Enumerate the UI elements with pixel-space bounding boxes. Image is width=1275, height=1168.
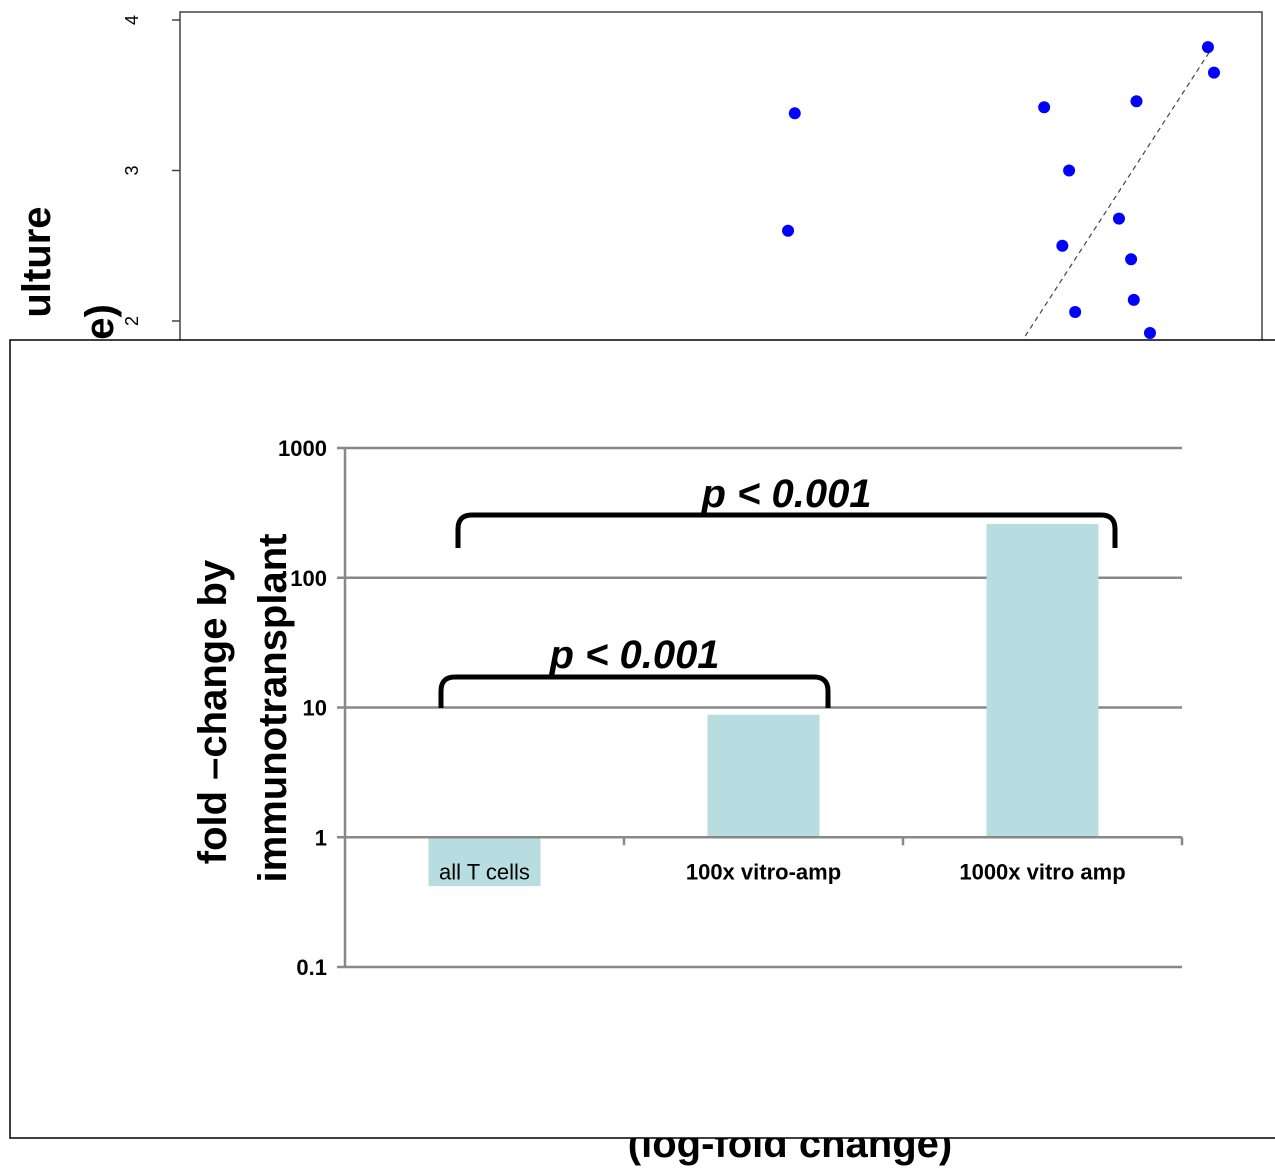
bar-category-label: 1000x vitro amp <box>959 859 1125 884</box>
bar-y-tick-label: 100 <box>290 566 327 591</box>
back-ylabel-line2: e) <box>78 304 122 340</box>
scatter-y-tick-label: 2 <box>122 316 142 326</box>
scatter-point <box>1113 213 1125 225</box>
bar-panel: 0.1 1 10 100 1000 all T cells 100x vitro-amp 1… <box>10 340 1275 1138</box>
scatter-point <box>1128 294 1140 306</box>
back-ylabel-line1: ulture <box>15 206 59 317</box>
scatter-point <box>1144 327 1156 339</box>
scatter-point <box>1069 306 1081 318</box>
scatter-y-axis: 2 3 4 <box>122 15 180 326</box>
p-value-label: p < 0.001 <box>700 472 871 516</box>
bar <box>987 524 1099 837</box>
bar-y-tick-label: 0.1 <box>296 955 327 980</box>
scatter-point <box>1063 165 1075 177</box>
p-value-label: p < 0.001 <box>548 633 719 677</box>
bar-category-label: 100x vitro-amp <box>686 859 841 884</box>
bar-ylabel-line1: fold –change by <box>191 559 235 864</box>
scatter-point <box>789 107 801 119</box>
scatter-point <box>1202 41 1214 53</box>
scatter-point <box>782 225 794 237</box>
scatter-y-tick-label: 3 <box>122 165 142 175</box>
bar-y-tick-label: 1000 <box>278 436 327 461</box>
scatter-point <box>1056 240 1068 252</box>
bar-y-tick-label: 10 <box>303 696 327 721</box>
bar-y-tick-label: 1 <box>315 825 327 850</box>
scatter-point <box>1208 67 1220 79</box>
bar <box>708 715 820 838</box>
scatter-point <box>1125 253 1137 265</box>
scatter-point <box>1038 101 1050 113</box>
scatter-frame <box>180 12 1262 372</box>
scatter-y-tick-label: 4 <box>122 15 142 25</box>
bar-category-label: all T cells <box>439 859 530 884</box>
bar-ylabel-line2: immunotransplant <box>251 534 295 883</box>
scatter-point <box>1130 95 1142 107</box>
